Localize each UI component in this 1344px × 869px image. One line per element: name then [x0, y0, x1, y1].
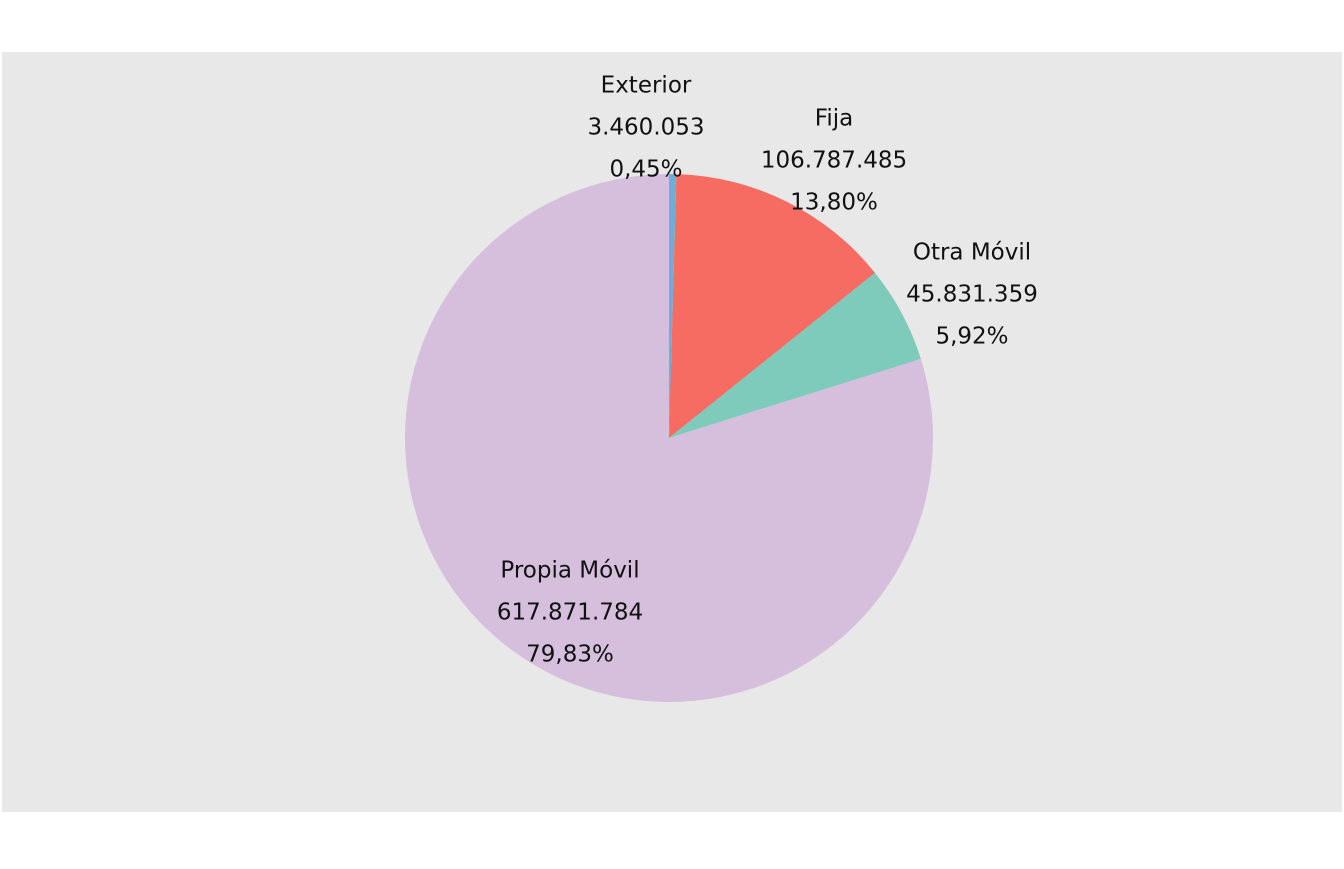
pie-slice-fija [669, 174, 875, 438]
slices-layer [405, 173, 934, 703]
slice-label-exterior-percent: 0,45% [609, 157, 682, 183]
slice-label-fija-name: Fija [815, 106, 853, 132]
slice-label-propia-movil-value: 617.871.784 [497, 600, 643, 626]
slice-label-exterior-name: Exterior [601, 73, 692, 99]
slice-label-otra-movil-value: 45.831.359 [906, 282, 1038, 308]
pie-slice-otra-movil [669, 272, 921, 438]
pie-slice-propia-movil [405, 174, 934, 703]
pie-slice-exterior [669, 173, 677, 439]
slice-label-propia-movil-percent: 79,83% [526, 642, 614, 668]
labels-layer: Exterior 3.460.053 0,45% Fija 106.787.485 13,… [497, 73, 1038, 668]
slice-label-otra-movil-percent: 5,92% [935, 324, 1008, 350]
slice-label-otra-movil-name: Otra Móvil [913, 240, 1031, 266]
slice-label-propia-movil-name: Propia Móvil [500, 558, 639, 584]
slice-label-exterior-value: 3.460.053 [587, 115, 704, 141]
slice-label-fija-percent: 13,80% [790, 190, 878, 216]
slice-label-fija-value: 106.787.485 [761, 148, 907, 174]
